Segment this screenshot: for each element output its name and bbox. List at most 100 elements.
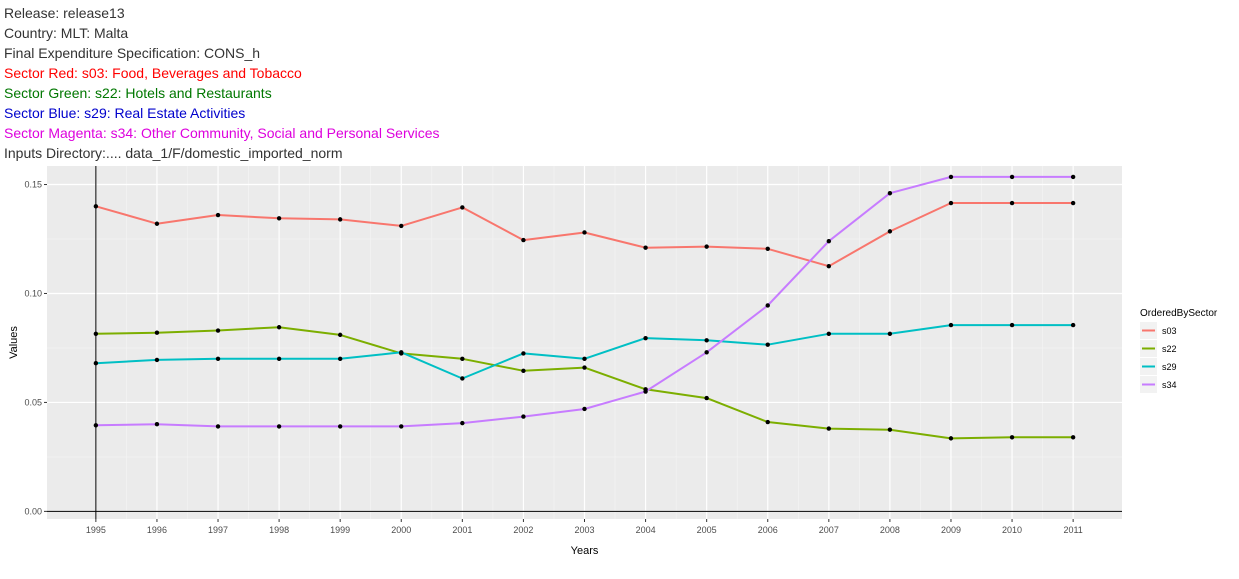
header-sector-magenta: Sector Magenta: s34: Other Community, So…: [4, 125, 440, 141]
header-sector-blue: Sector Blue: s29: Real Estate Activities: [4, 105, 246, 121]
data-point-s03: [948, 200, 954, 206]
data-point-s29: [521, 351, 526, 356]
data-point-s29: [337, 356, 343, 362]
x-tick-label: 2004: [636, 525, 656, 535]
data-point-s22: [1009, 435, 1015, 440]
data-point-s22: [154, 330, 160, 335]
x-tick-label: 2002: [513, 525, 533, 535]
x-tick-label: 2010: [1002, 525, 1022, 535]
y-axis-title: Values: [8, 326, 20, 359]
data-point-s29: [460, 376, 465, 381]
header-expenditure: Final Expenditure Specification: CONS_h: [4, 45, 261, 61]
header-country: Country: MLT: Malta: [4, 25, 129, 41]
data-point-s03: [826, 264, 832, 269]
x-axis-title: Years: [571, 545, 599, 557]
x-tick-label: 2005: [697, 525, 717, 535]
data-point-s22: [337, 332, 343, 338]
data-point-s34: [704, 350, 709, 355]
y-tick-label: 0.10: [24, 288, 42, 298]
data-point-s29: [276, 356, 282, 362]
data-point-s22: [215, 328, 221, 333]
header-release: Release: release13: [4, 5, 125, 21]
data-point-s22: [521, 368, 526, 374]
data-point-s29: [582, 356, 587, 362]
data-point-s03: [215, 212, 221, 218]
data-point-s34: [460, 420, 465, 426]
x-tick-label: 2011: [1063, 525, 1082, 535]
y-tick-label: 0.05: [24, 397, 42, 407]
data-point-s34: [765, 303, 770, 308]
data-point-s03: [337, 217, 343, 222]
data-point-s03: [1070, 200, 1076, 206]
data-point-s22: [826, 426, 832, 431]
x-tick-label: 2009: [941, 525, 961, 535]
data-point-s29: [93, 361, 99, 366]
data-point-s22: [887, 427, 893, 432]
x-tick-label: 1997: [208, 525, 228, 535]
legend-title: OrderedBySector: [1140, 308, 1218, 319]
header-inputs-directory: Inputs Directory:.... data_1/F/domestic_…: [4, 145, 343, 161]
legend-label-s03: s03: [1162, 326, 1177, 336]
data-point-s34: [887, 191, 893, 196]
header-sector-green: Sector Green: s22: Hotels and Restaurant…: [4, 85, 272, 101]
x-tick-label: 1998: [269, 525, 289, 535]
data-point-s22: [704, 395, 709, 401]
data-point-s03: [887, 229, 893, 234]
x-tick-label: 2000: [391, 525, 411, 535]
y-tick-label: 0.00: [24, 506, 42, 516]
data-point-s29: [765, 342, 770, 347]
data-point-s29: [1009, 322, 1015, 328]
data-point-s03: [521, 237, 526, 243]
data-point-s34: [521, 414, 526, 419]
data-point-s34: [948, 174, 954, 180]
data-point-s29: [704, 338, 709, 343]
chart-header: Release: release13 Country: MLT: Malta F…: [4, 3, 440, 163]
legend-label-s34: s34: [1162, 380, 1177, 390]
data-point-s03: [704, 244, 709, 249]
legend-label-s22: s22: [1162, 344, 1177, 354]
data-point-s34: [399, 424, 404, 429]
data-point-s29: [154, 357, 160, 363]
x-tick-label: 2008: [880, 525, 900, 535]
data-point-s29: [643, 335, 648, 341]
data-point-s29: [887, 331, 893, 336]
data-point-s34: [643, 389, 648, 394]
legend-label-s29: s29: [1162, 362, 1177, 372]
x-tick-label: 2006: [758, 525, 778, 535]
data-point-s22: [948, 436, 954, 441]
data-point-s22: [93, 331, 99, 336]
data-point-s22: [765, 419, 770, 425]
x-tick-label: 1995: [86, 525, 106, 535]
data-point-s34: [276, 424, 282, 429]
data-point-s22: [582, 365, 587, 370]
data-point-s03: [154, 221, 160, 226]
data-point-s34: [1009, 174, 1015, 180]
data-point-s34: [154, 422, 160, 427]
data-point-s29: [399, 350, 404, 355]
data-point-s03: [399, 223, 404, 229]
data-point-s03: [582, 230, 587, 235]
data-point-s29: [826, 331, 832, 336]
data-point-s03: [460, 205, 465, 210]
data-point-s34: [1070, 174, 1076, 180]
x-tick-label: 2003: [574, 525, 594, 535]
data-point-s29: [1070, 322, 1076, 328]
x-tick-label: 2001: [452, 525, 472, 535]
data-point-s03: [1009, 200, 1015, 206]
data-point-s34: [582, 406, 587, 412]
data-point-s29: [215, 356, 221, 362]
x-tick-label: 2007: [819, 525, 839, 535]
y-tick-label: 0.15: [24, 180, 42, 190]
data-point-s34: [826, 238, 832, 244]
data-point-s03: [276, 216, 282, 221]
data-point-s34: [337, 424, 343, 429]
data-point-s22: [276, 325, 282, 330]
data-point-s03: [93, 204, 99, 209]
data-point-s03: [643, 245, 648, 250]
data-point-s22: [460, 356, 465, 362]
x-tick-label: 1999: [330, 525, 350, 535]
data-point-s03: [765, 246, 770, 252]
x-tick-label: 1996: [147, 525, 167, 535]
data-point-s34: [93, 423, 99, 428]
